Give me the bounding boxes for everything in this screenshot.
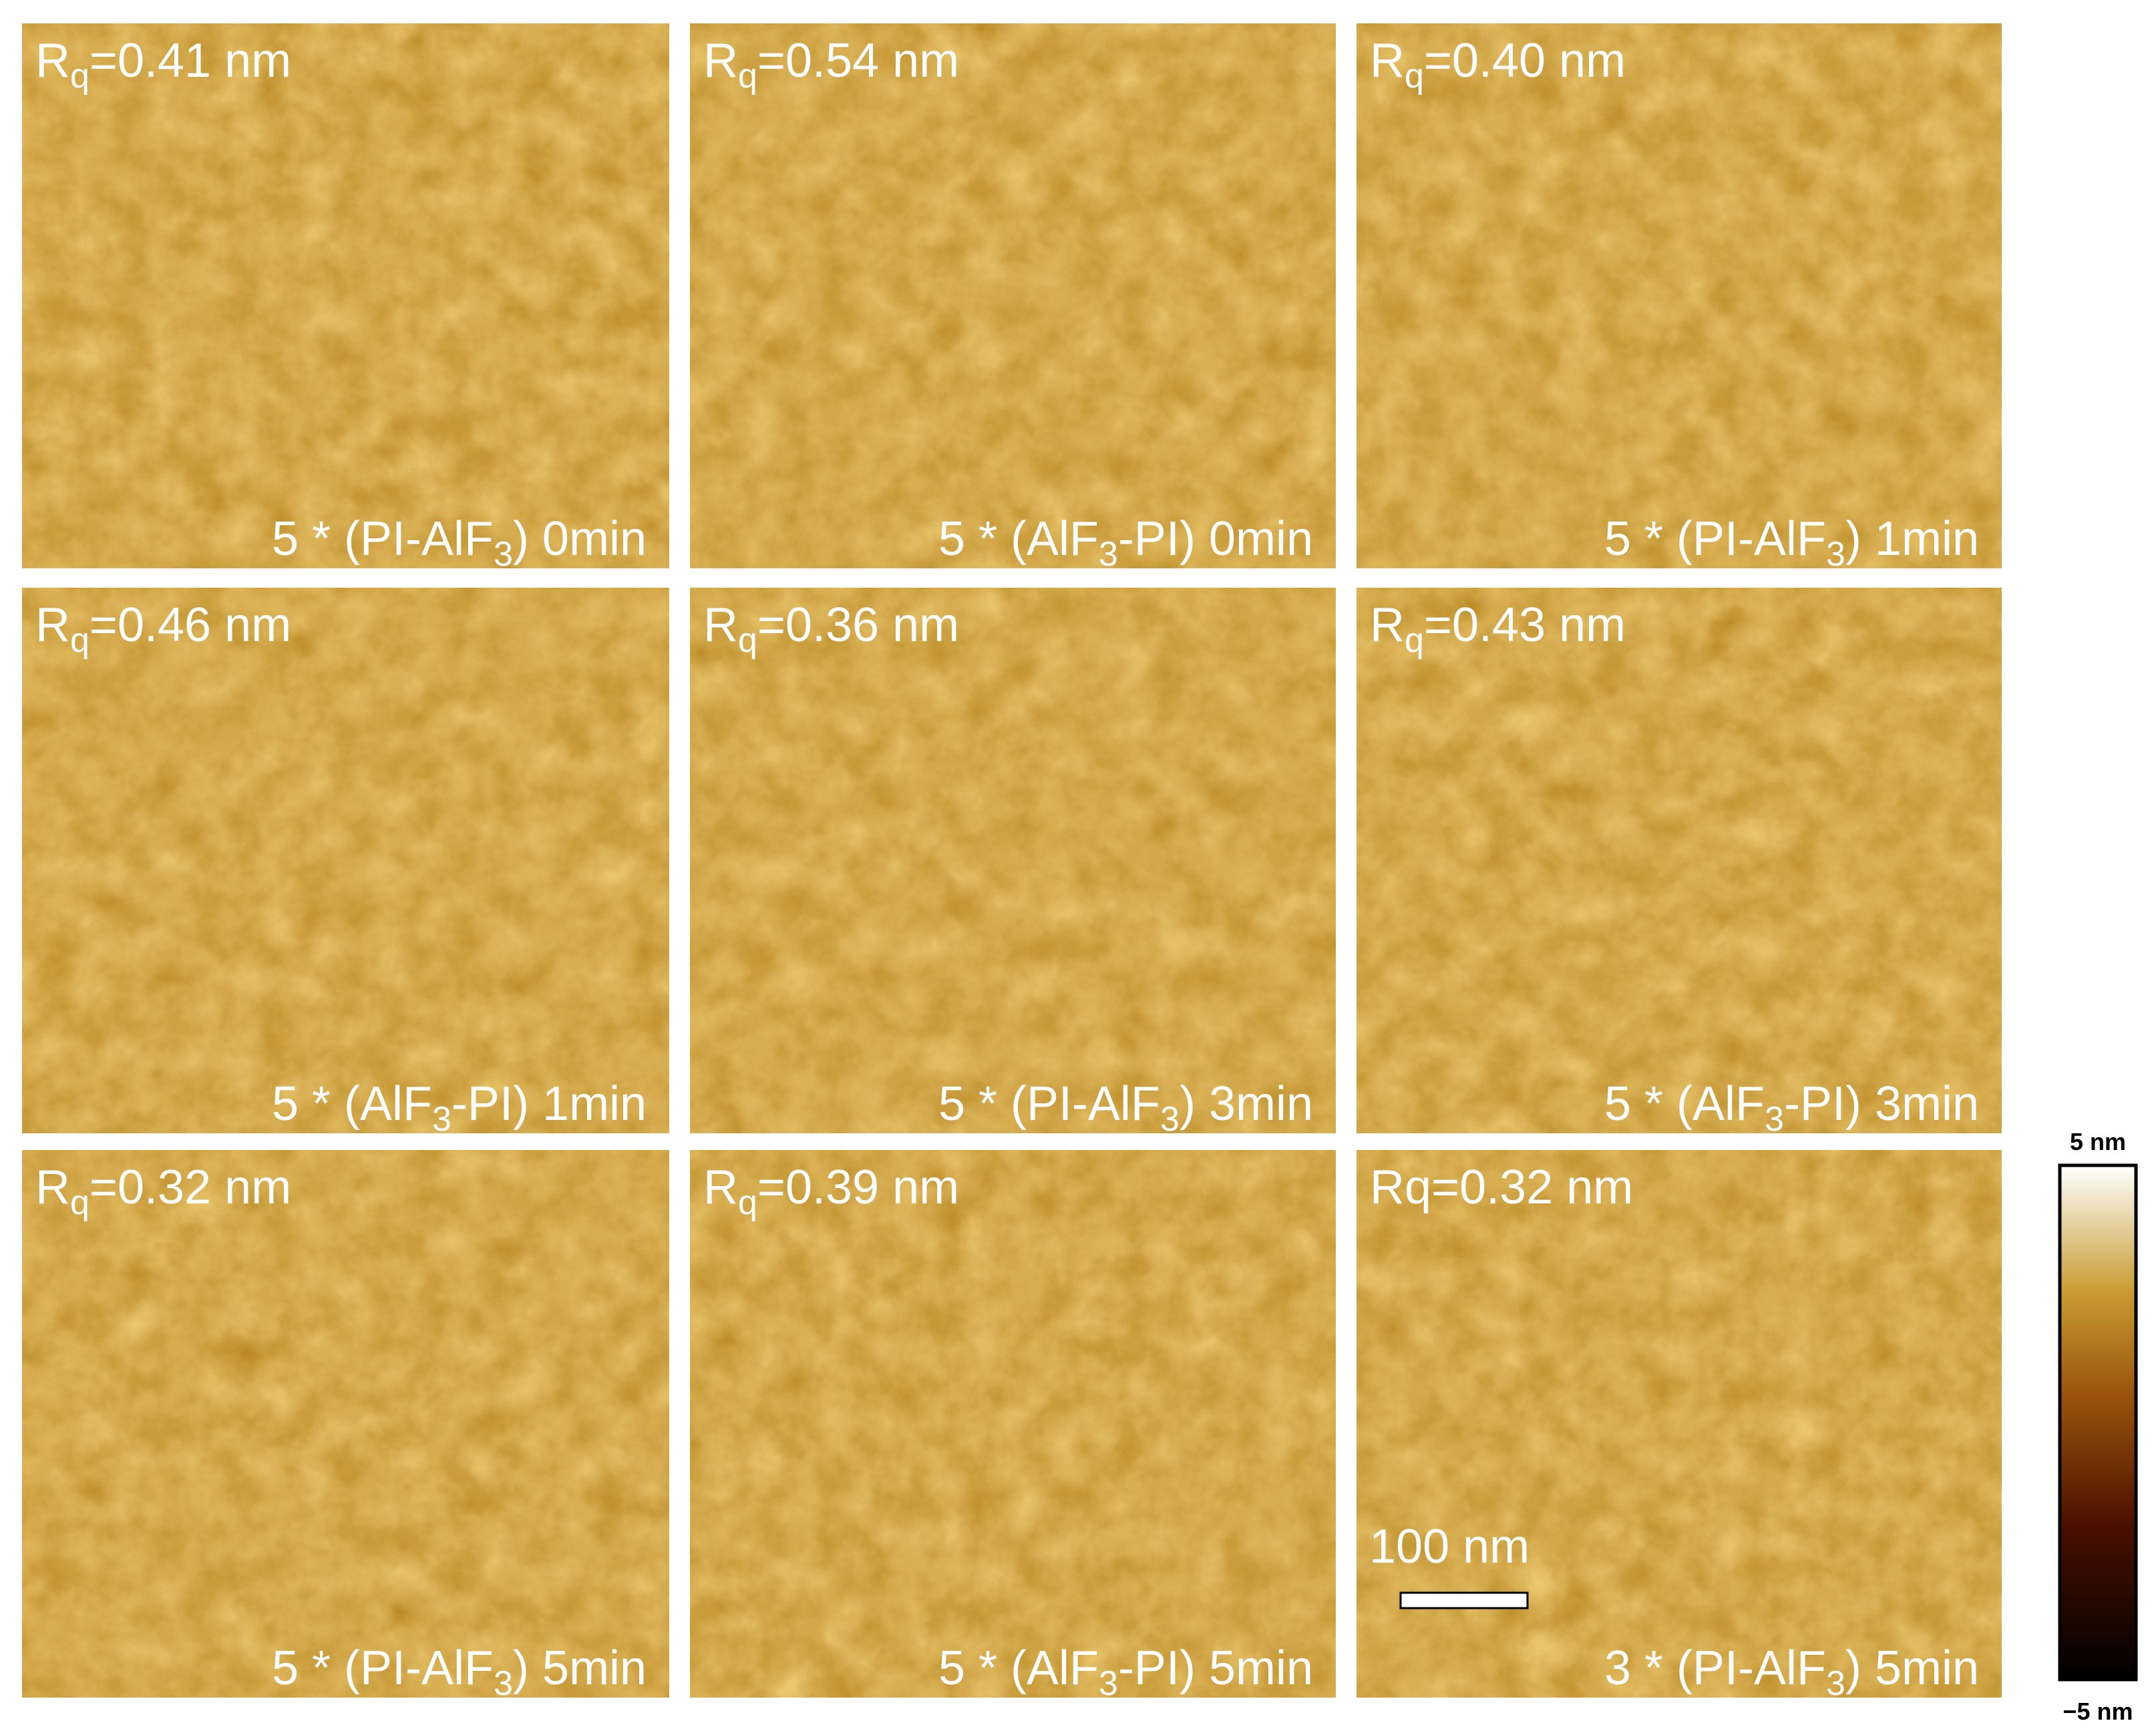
subscript: 3 <box>1826 1664 1845 1703</box>
text-part: 5 * (AlF <box>1604 1077 1765 1131</box>
text-part: R <box>1370 598 1405 652</box>
text-part: Rq=0.32 nm <box>1370 1161 1633 1214</box>
afm-image <box>22 588 669 1133</box>
subscript: 3 <box>1099 1664 1118 1703</box>
panel-text: 5 * (AlF3-PI) 0min <box>938 512 1313 574</box>
afm-image <box>690 23 1336 568</box>
text-part: =0.32 nm <box>89 1161 291 1214</box>
panel-text: 5 * (PI-AlF3) 3min <box>938 1077 1313 1139</box>
afm-image <box>1357 588 2002 1133</box>
subscript: q <box>738 621 757 660</box>
text-part: 5 * (PI-AlF <box>272 1642 494 1695</box>
subscript: 3 <box>1826 535 1845 574</box>
panel-text: Rq=0.39 nm <box>703 1161 959 1222</box>
panel-text: Rq=0.36 nm <box>703 598 959 660</box>
text-part: =0.46 nm <box>89 598 291 652</box>
text-part: ) 5min <box>513 1642 647 1695</box>
text-part: 5 * (PI-AlF <box>938 1077 1160 1131</box>
panel-text: Rq=0.54 nm <box>703 34 959 95</box>
panel-text: Rq=0.32 nm <box>1370 1161 1633 1214</box>
text-part: =0.40 nm <box>1424 34 1626 87</box>
subscript: q <box>70 1183 89 1222</box>
panel-text: 5 * (AlF3-PI) 3min <box>1604 1077 1979 1139</box>
text-part: R <box>35 1161 70 1214</box>
text-part: -PI) 0min <box>1118 512 1313 566</box>
subscript: q <box>738 57 757 95</box>
panel-text: Rq=0.41 nm <box>35 34 291 95</box>
afm-image <box>1357 1150 2002 1698</box>
text-part: R <box>35 598 70 652</box>
text-part: =0.54 nm <box>757 34 959 87</box>
text-part: ) 1min <box>1845 512 1979 566</box>
text-part: 3 * (PI-AlF <box>1604 1642 1826 1695</box>
text-part: =0.41 nm <box>89 34 291 87</box>
text-part: -PI) 5min <box>1118 1642 1313 1695</box>
text-part: R <box>703 34 738 87</box>
panel-text: 5 * (PI-AlF3) 1min <box>1604 512 1979 574</box>
text-part: ) 5min <box>1845 1642 1979 1695</box>
panel-text: 3 * (PI-AlF3) 5min <box>1604 1642 1979 1703</box>
afm-image <box>690 1150 1336 1698</box>
colorbar-max: 5 nm <box>2070 1128 2126 1155</box>
text-part: R <box>1370 34 1405 87</box>
text-part: R <box>703 598 738 652</box>
afm-image <box>22 1150 669 1698</box>
afm-image <box>22 23 669 568</box>
text-part: =0.36 nm <box>757 598 959 652</box>
text-part: R <box>703 1161 738 1214</box>
afm-image <box>690 588 1336 1133</box>
subscript: 3 <box>494 1664 513 1703</box>
panel-text: Rq=0.46 nm <box>35 598 291 660</box>
subscript: 3 <box>494 535 513 574</box>
scale-bar <box>1399 1591 1529 1609</box>
subscript: 3 <box>1765 1100 1784 1139</box>
text-part: 5 * (AlF <box>938 1642 1099 1695</box>
colorbar <box>2058 1163 2138 1682</box>
text-part: 5 * (PI-AlF <box>272 512 494 566</box>
panel-text: Rq=0.43 nm <box>1370 598 1626 660</box>
panel-text: 5 * (PI-AlF3) 5min <box>272 1642 647 1703</box>
text-part: -PI) 1min <box>452 1077 647 1131</box>
subscript: q <box>70 621 89 660</box>
colorbar-min: −5 nm <box>2062 1698 2133 1725</box>
subscript: q <box>738 1183 757 1222</box>
text-part: 5 * (PI-AlF <box>1604 512 1826 566</box>
panel-text: Rq=0.40 nm <box>1370 34 1626 95</box>
subscript: q <box>1405 57 1424 95</box>
panel-text: 5 * (AlF3-PI) 5min <box>938 1642 1313 1703</box>
text-part: 5 * (AlF <box>938 512 1099 566</box>
text-part: 5 * (AlF <box>272 1077 432 1131</box>
subscript: 3 <box>1099 535 1118 574</box>
panel-text: 5 * (PI-AlF3) 0min <box>272 512 647 574</box>
text-part: =0.39 nm <box>757 1161 959 1214</box>
subscript: 3 <box>432 1100 452 1139</box>
afm-image <box>1357 23 2002 568</box>
subscript: q <box>70 57 89 95</box>
text-part: ) 0min <box>513 512 647 566</box>
subscript: 3 <box>1160 1100 1180 1139</box>
panel-text: Rq=0.32 nm <box>35 1161 291 1222</box>
scale-bar-label: 100 nm <box>1369 1520 1530 1573</box>
text-part: =0.43 nm <box>1424 598 1626 652</box>
subscript: q <box>1405 621 1424 660</box>
text-part: -PI) 3min <box>1784 1077 1979 1131</box>
text-part: R <box>35 34 70 87</box>
panel-text: 5 * (AlF3-PI) 1min <box>272 1077 647 1139</box>
text-part: ) 3min <box>1180 1077 1313 1131</box>
